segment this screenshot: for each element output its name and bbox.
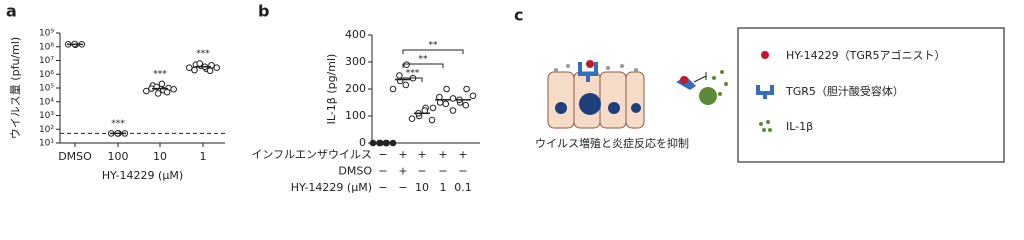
panel-label: a xyxy=(6,2,17,21)
condition-value: + xyxy=(417,148,426,161)
figure: c ウイルス増殖と炎症反応を抑制 HY-14229（TGR5アゴニスト） TGR… xyxy=(6,2,1005,194)
condition-value: − xyxy=(398,181,407,194)
y-tick-label: 200 xyxy=(345,82,366,95)
condition-value: + xyxy=(398,148,407,161)
y-axis-label: IL-1β (pg/ml) xyxy=(325,54,338,125)
data-point xyxy=(389,139,397,147)
data-point xyxy=(443,85,450,93)
data-point xyxy=(408,115,416,122)
significance-label: *** xyxy=(406,69,420,79)
y-tick-label: 10⁹ xyxy=(39,29,54,39)
cell-diagram xyxy=(547,27,1005,163)
data-point xyxy=(206,67,214,75)
y-tick-label: 10¹ xyxy=(39,139,54,149)
data-point xyxy=(462,101,470,109)
y-tick-label: 10² xyxy=(39,125,54,135)
data-point xyxy=(449,95,457,102)
y-tick-label: 0 xyxy=(359,136,366,149)
data-point xyxy=(428,116,436,124)
significance-bracket xyxy=(402,77,423,82)
y-tick-label: 10⁶ xyxy=(39,70,54,80)
condition-value: + xyxy=(458,148,467,161)
data-point xyxy=(389,85,397,93)
condition-label: DMSO xyxy=(338,165,372,178)
x-tick-label: 1 xyxy=(200,150,207,163)
data-point xyxy=(449,107,457,114)
data-point xyxy=(369,139,377,147)
data-point xyxy=(469,92,477,100)
condition-value: 0.1 xyxy=(454,181,472,194)
condition-value: 1 xyxy=(440,181,447,194)
data-point xyxy=(158,80,166,88)
x-tick-label: 10 xyxy=(153,150,167,163)
data-point xyxy=(213,64,220,71)
x-tick-label: 100 xyxy=(108,150,129,163)
panel-label: c xyxy=(514,6,523,25)
significance-label: *** xyxy=(153,69,167,79)
y-tick-label: 10⁵ xyxy=(39,84,54,94)
y-tick-label: 10⁷ xyxy=(39,56,54,66)
significance-bracket xyxy=(402,63,444,68)
y-axis-label: ウイルス量 (pfu/ml) xyxy=(9,37,22,139)
data-point xyxy=(163,88,171,96)
panel-label: b xyxy=(258,2,269,21)
condition-value: − xyxy=(438,165,447,178)
data-point xyxy=(191,66,198,74)
y-tick-label: 300 xyxy=(345,55,366,68)
condition-value: − xyxy=(378,165,387,178)
condition-value: − xyxy=(417,165,426,178)
condition-label: インフルエンザウイルス xyxy=(251,148,372,161)
data-point xyxy=(170,86,177,93)
y-tick-label: 10⁴ xyxy=(39,97,54,107)
data-point xyxy=(429,104,437,112)
significance-label: ** xyxy=(429,41,439,51)
data-point xyxy=(402,81,410,89)
condition-label: HY-14229 (μM) xyxy=(291,181,372,194)
significance-label: *** xyxy=(111,119,125,129)
legend-label: HY-14229（TGR5アゴニスト） xyxy=(786,48,946,62)
condition-value: + xyxy=(438,148,447,161)
significance-bracket xyxy=(402,49,464,54)
condition-value: − xyxy=(378,148,387,161)
y-tick-label: 400 xyxy=(345,28,366,41)
significance-label: ** xyxy=(419,55,429,65)
data-point xyxy=(143,87,150,95)
data-point xyxy=(463,85,470,93)
diagram-caption: ウイルス増殖と炎症反応を抑制 xyxy=(535,136,689,150)
data-point xyxy=(186,64,193,71)
y-tick-label: 10⁸ xyxy=(39,42,54,52)
legend-label: IL-1β xyxy=(786,120,813,133)
condition-value: − xyxy=(458,165,467,178)
condition-value: − xyxy=(378,181,387,194)
y-tick-label: 10³ xyxy=(39,111,54,121)
data-point xyxy=(442,100,450,108)
significance-label: *** xyxy=(196,49,210,59)
data-point xyxy=(396,72,403,79)
y-tick-label: 100 xyxy=(345,109,366,122)
x-axis-label: HY-14229 (μM) xyxy=(102,169,183,182)
data-point xyxy=(196,60,203,67)
data-point xyxy=(154,90,162,97)
condition-value: + xyxy=(398,165,407,178)
x-tick-label: DMSO xyxy=(58,150,92,163)
legend-label: TGR5（胆汁酸受容体） xyxy=(785,84,904,98)
condition-value: 10 xyxy=(415,181,429,194)
data-point xyxy=(403,61,410,68)
